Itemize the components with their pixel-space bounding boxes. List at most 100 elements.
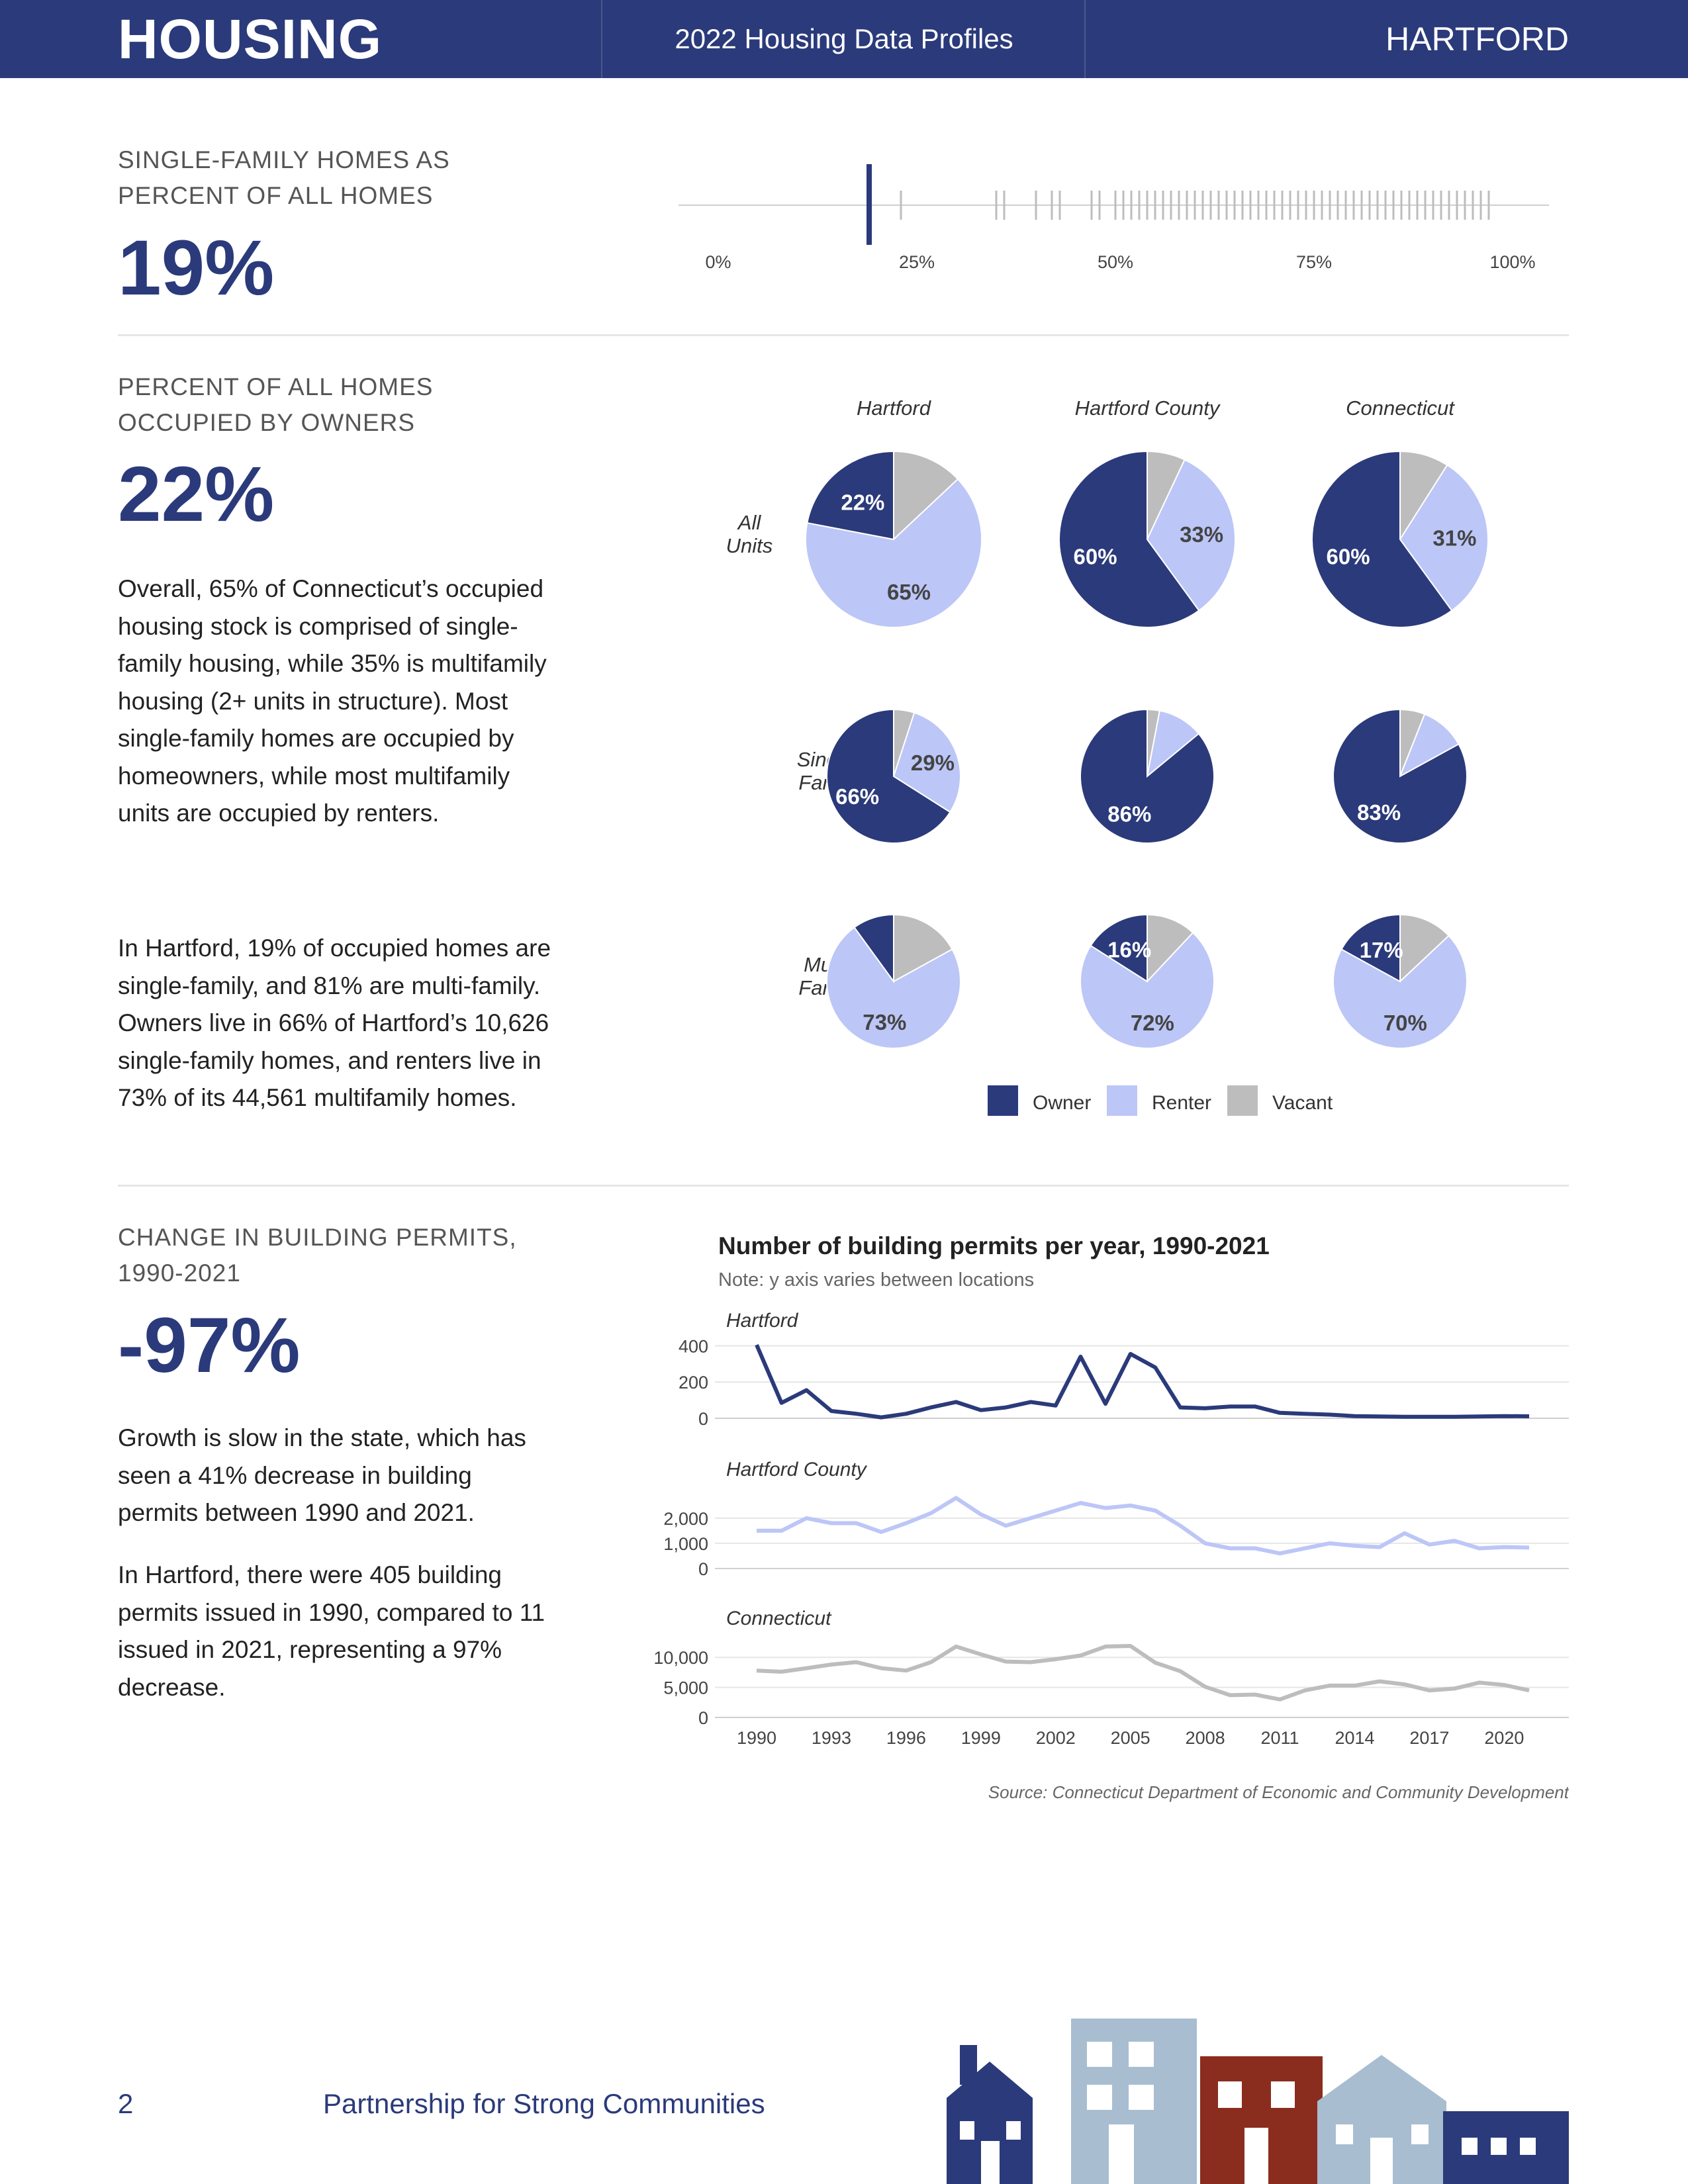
owner-slice xyxy=(1090,913,1148,983)
pie-row-label: Units xyxy=(726,534,773,557)
x-tick-label: 2011 xyxy=(1261,1728,1299,1748)
permits-line-chart: Number of building permits per year, 199… xyxy=(653,1232,1569,1802)
section-title: HOUSING xyxy=(118,8,383,70)
owner-share-label: 22% xyxy=(841,490,884,515)
x-tick-label: 1999 xyxy=(961,1728,1001,1748)
renter-slice xyxy=(826,926,961,1049)
owner-slice xyxy=(1058,450,1200,628)
state-permits-paragraph: Growth is slow in the state, which has s… xyxy=(118,1424,526,1526)
pie-column-header: Connecticut xyxy=(1346,396,1455,420)
window xyxy=(1087,2042,1112,2067)
y-tick-label: 0 xyxy=(698,1409,708,1429)
renter-slice xyxy=(1080,931,1215,1049)
strip-tick-label: 25% xyxy=(899,252,935,272)
single-family-value: 19% xyxy=(118,224,275,312)
y-tick-label: 5,000 xyxy=(663,1678,708,1698)
owner-slice xyxy=(1340,913,1401,983)
strip-tick-label: 75% xyxy=(1296,252,1332,272)
permits-label: CHANGE IN BUILDING PERMITS, 1990-2021 xyxy=(118,1224,517,1287)
renter-share-label: 72% xyxy=(1131,1011,1174,1035)
renter-share-label: 73% xyxy=(863,1010,906,1034)
single-family-strip-plot: 0% 25% 50% 75% 100% xyxy=(679,164,1549,272)
x-tick-label: 1993 xyxy=(812,1728,851,1748)
window xyxy=(1087,2085,1112,2110)
window xyxy=(1336,2124,1353,2144)
renter-slice xyxy=(805,478,982,628)
chart-subtitle: Note: y axis varies between locations xyxy=(718,1269,1034,1291)
x-tick-label: 2008 xyxy=(1186,1728,1225,1748)
door xyxy=(1244,2128,1268,2184)
pie-column-header: Hartford xyxy=(857,396,932,420)
legend-label: Owner xyxy=(1033,1092,1091,1114)
owner-slice xyxy=(1311,450,1453,628)
vacant-slice xyxy=(893,450,959,541)
panel-title: Hartford County xyxy=(726,1459,868,1480)
vacant-slice xyxy=(893,913,953,983)
header-divider xyxy=(601,0,602,78)
chart-source: Source: Connecticut Department of Econom… xyxy=(988,1782,1569,1802)
permits-series-line xyxy=(755,1343,1530,1420)
tenure-pie-grid: Hartford Hartford County Connecticut AllUni… xyxy=(726,396,1489,1116)
y-tick-label: 400 xyxy=(679,1336,708,1356)
x-tick-label: 2002 xyxy=(1036,1728,1076,1748)
buildings-illustration xyxy=(947,2019,1569,2184)
x-tick-label: 2020 xyxy=(1484,1728,1524,1748)
owner-slice xyxy=(1080,708,1215,844)
window xyxy=(1218,2081,1242,2108)
owner-occupied-value: 22% xyxy=(118,451,275,538)
org-name: Partnership for Strong Communities xyxy=(323,2088,765,2119)
y-tick-label: 2,000 xyxy=(663,1509,708,1529)
door xyxy=(981,2141,1000,2184)
page-header: HOUSING 2022 Housing Data Profiles HARTF… xyxy=(0,0,1688,78)
house-roof xyxy=(1317,2055,1446,2101)
window xyxy=(1271,2081,1295,2108)
renter-share-label: 29% xyxy=(911,751,955,775)
single-family-label: SINGLE-FAMILY HOMES AS PERCENT OF ALL HO… xyxy=(118,146,450,209)
housing-stock-paragraph: Overall, 65% of Connecticut’s occupied h… xyxy=(118,575,547,827)
renter-slice xyxy=(1146,709,1200,778)
section-divider xyxy=(118,1185,1569,1187)
x-tick-label: 1990 xyxy=(737,1728,776,1748)
legend-label: Renter xyxy=(1152,1092,1211,1114)
renter-share-label: 70% xyxy=(1383,1011,1427,1035)
page-number: 2 xyxy=(118,2088,134,2119)
strip-tick-label: 50% xyxy=(1098,252,1133,272)
legend-swatch xyxy=(1227,1085,1258,1116)
legend-swatch xyxy=(988,1085,1018,1116)
renter-share-label: 31% xyxy=(1432,525,1476,550)
renter-slice xyxy=(1146,459,1236,612)
door xyxy=(1109,2124,1134,2184)
strip-tick-label: 100% xyxy=(1489,252,1535,272)
x-tick-label: 2014 xyxy=(1335,1728,1374,1748)
hartford-permits-paragraph: In Hartford, there were 405 building per… xyxy=(118,1561,545,1701)
owner-slice xyxy=(806,450,894,541)
chart-title: Number of building permits per year, 199… xyxy=(718,1232,1270,1259)
x-tick-label: 2005 xyxy=(1111,1728,1150,1748)
window xyxy=(1006,2121,1021,2140)
header-divider xyxy=(1084,0,1086,78)
window xyxy=(1411,2124,1429,2144)
panel-title: Connecticut xyxy=(726,1608,832,1629)
owner-slice xyxy=(853,913,894,984)
y-tick-label: 200 xyxy=(679,1373,708,1392)
house-roof xyxy=(947,2062,1033,2098)
y-tick-label: 1,000 xyxy=(663,1534,708,1554)
owner-occupied-label: PERCENT OF ALL HOMES OCCUPIED BY OWNERS xyxy=(118,373,434,436)
owner-share-label: 66% xyxy=(835,784,879,809)
y-tick-label: 0 xyxy=(698,1708,708,1728)
x-tick-label: 2017 xyxy=(1409,1728,1449,1748)
owner-slice xyxy=(1333,708,1468,844)
window xyxy=(1129,2042,1154,2067)
owner-share-label: 60% xyxy=(1074,544,1117,569)
report-title: 2022 Housing Data Profiles xyxy=(675,23,1013,54)
town-name: HARTFORD xyxy=(1385,21,1569,58)
permits-value: -97% xyxy=(118,1302,301,1389)
owner-share-label: 83% xyxy=(1357,800,1401,825)
window xyxy=(1462,2138,1477,2155)
renter-slice xyxy=(892,711,961,813)
vacant-slice xyxy=(1399,913,1450,983)
renter-share-label: 65% xyxy=(887,580,931,604)
y-tick-label: 10,000 xyxy=(653,1648,708,1668)
section-divider xyxy=(118,334,1569,336)
owner-share-label: 16% xyxy=(1107,937,1151,962)
